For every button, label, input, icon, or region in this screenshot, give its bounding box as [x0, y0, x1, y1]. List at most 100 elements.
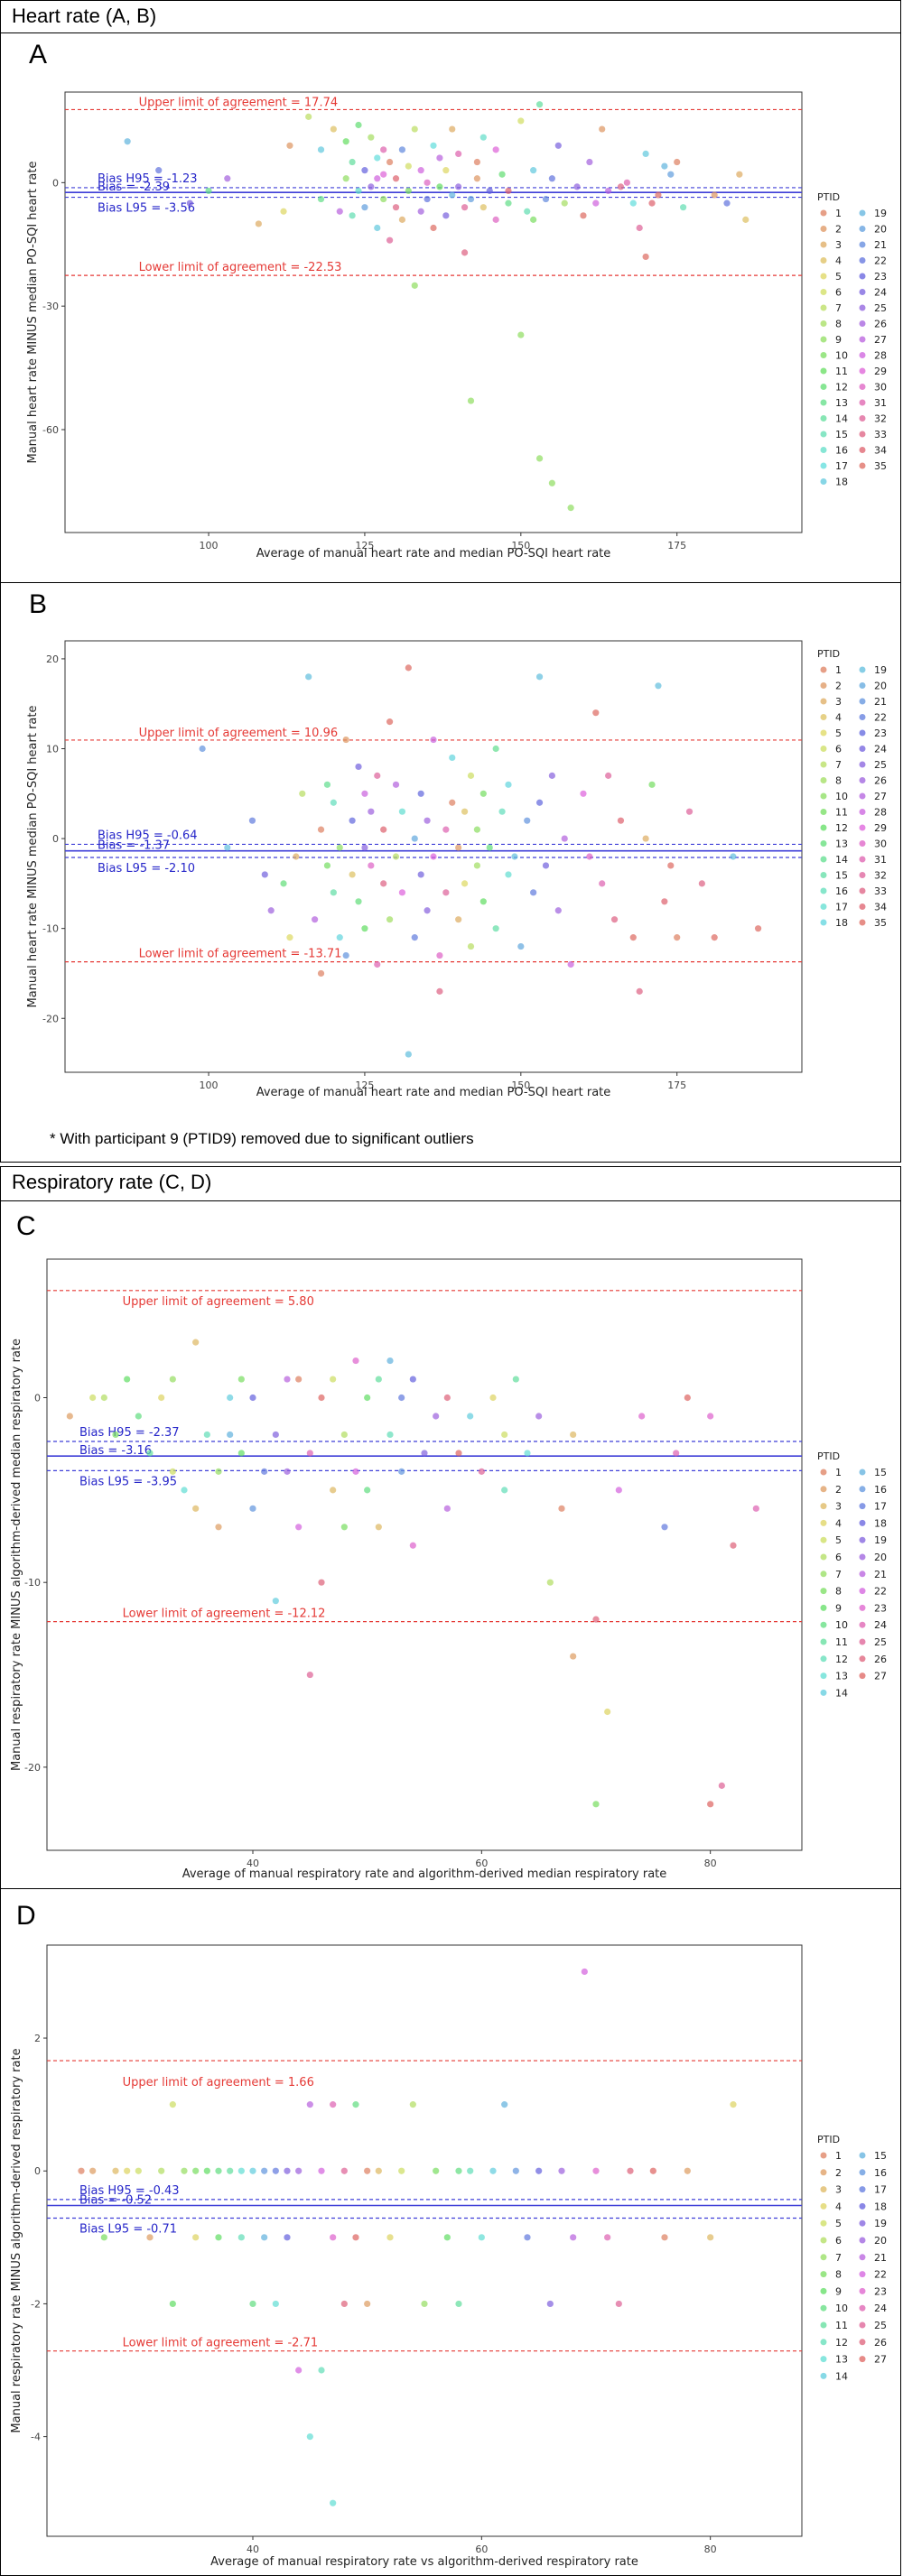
data-point	[730, 853, 737, 860]
reference-line-label: Lower limit of agreement = -22.53	[139, 261, 342, 274]
data-point	[349, 871, 356, 878]
data-point	[421, 1450, 428, 1457]
data-point	[417, 167, 424, 174]
data-point	[272, 1598, 279, 1605]
data-point	[567, 960, 574, 968]
data-point	[498, 171, 506, 178]
data-point	[398, 889, 406, 896]
data-point	[392, 853, 400, 860]
data-point	[380, 195, 387, 203]
data-point	[295, 1524, 303, 1531]
data-point	[227, 2167, 234, 2174]
legend-label: 22	[874, 712, 887, 724]
legend-swatch	[820, 919, 827, 926]
y-tick-label: 2	[34, 2033, 41, 2044]
data-point	[158, 1394, 165, 1402]
data-point	[648, 781, 656, 788]
legend-swatch	[820, 2202, 827, 2210]
data-point	[352, 2101, 359, 2108]
data-point	[599, 880, 606, 887]
data-point	[286, 142, 293, 149]
legend-label: 29	[874, 822, 887, 834]
legend-swatch	[859, 1536, 866, 1543]
legend-swatch	[820, 462, 827, 469]
data-point	[479, 204, 487, 211]
data-point	[473, 862, 481, 869]
data-point	[386, 1357, 394, 1365]
data-point	[473, 826, 481, 833]
section-divider	[0, 1200, 901, 1201]
data-point	[215, 1468, 222, 1475]
legend-swatch	[859, 2202, 866, 2210]
data-point	[124, 2167, 131, 2174]
data-point	[364, 1394, 371, 1402]
data-point	[255, 220, 262, 227]
data-point	[492, 146, 499, 153]
data-point	[455, 1450, 462, 1457]
y-tick-label: 0	[52, 833, 59, 845]
data-point	[486, 844, 493, 851]
data-point	[479, 790, 487, 797]
legend-label: 13	[835, 839, 848, 850]
legend-swatch	[859, 2304, 866, 2312]
data-point	[449, 125, 456, 133]
legend-label: 18	[874, 1517, 887, 1529]
x-axis-title: Average of manual respiratory rate and a…	[182, 1867, 667, 1881]
data-point	[511, 853, 518, 860]
data-point	[169, 2300, 176, 2308]
data-point	[530, 216, 537, 223]
legend-swatch	[820, 478, 827, 485]
legend-swatch	[859, 1655, 866, 1663]
data-point	[685, 808, 694, 815]
data-point	[398, 1468, 405, 1475]
y-axis-title: Manual respiratory rate MINUS algorithm-…	[10, 2048, 23, 2432]
data-point	[430, 224, 437, 232]
legend-swatch	[820, 352, 827, 358]
legend-label: 19	[874, 2218, 887, 2229]
x-axis-title: Average of manual heart rate and median …	[256, 547, 611, 561]
y-tick-label: -10	[24, 1577, 41, 1589]
data-point	[648, 199, 656, 207]
y-tick-label: 0	[34, 2165, 41, 2177]
data-point	[592, 1616, 600, 1623]
data-point	[592, 199, 600, 207]
legend-label: 6	[835, 2235, 842, 2247]
data-point	[730, 1542, 737, 1549]
legend-label: 17	[835, 460, 848, 472]
legend-label: 4	[835, 712, 842, 724]
data-point	[442, 889, 450, 896]
data-point	[617, 817, 625, 824]
legend-label: 12	[835, 2337, 848, 2349]
data-point	[604, 2234, 611, 2241]
data-point	[570, 1431, 577, 1439]
legend-label: 26	[874, 319, 887, 330]
x-tick-label: 80	[704, 1858, 717, 1869]
legend-swatch	[859, 289, 866, 295]
data-point	[570, 2234, 577, 2241]
data-point	[467, 942, 475, 950]
legend-label: 19	[874, 664, 887, 676]
data-point	[535, 1413, 543, 1420]
data-point	[442, 212, 450, 219]
data-point	[411, 835, 418, 842]
data-point	[492, 745, 499, 753]
legend-label: 2	[835, 224, 842, 236]
legend-label: 23	[874, 271, 887, 283]
legend-swatch	[820, 1655, 827, 1663]
data-point	[542, 195, 550, 203]
data-point	[642, 150, 649, 158]
data-point	[492, 216, 499, 223]
legend-swatch	[859, 2271, 866, 2278]
data-point	[192, 1339, 200, 1346]
legend-label: 20	[874, 224, 887, 236]
data-point	[411, 282, 418, 289]
data-point	[592, 2167, 600, 2174]
legend-label: 14	[835, 2370, 848, 2382]
data-point	[512, 2167, 519, 2174]
data-point	[617, 183, 625, 190]
data-point	[318, 2367, 325, 2374]
data-point	[417, 871, 424, 878]
legend-label: 11	[835, 1636, 848, 1648]
legend-label: 25	[874, 302, 887, 314]
